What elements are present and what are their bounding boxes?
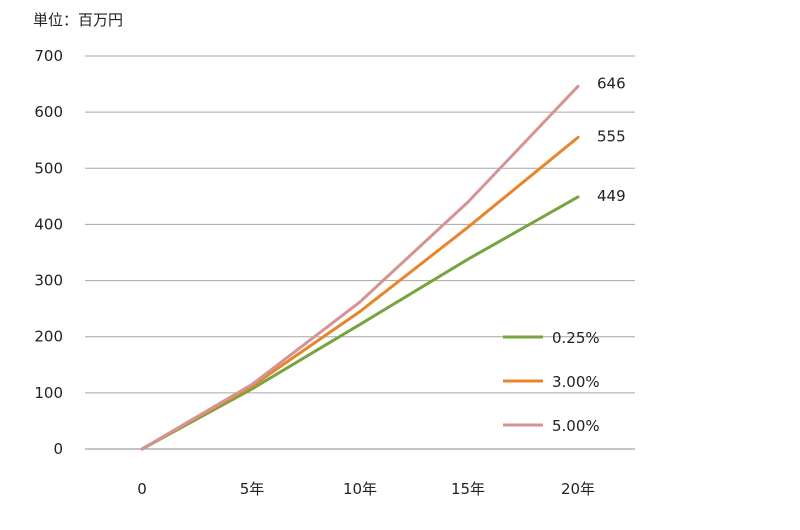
x-tick-label: 0 — [137, 480, 147, 498]
series-line-3.00% — [140, 135, 580, 451]
x-axis-ticks: 0 5年 10年 15年 20年 — [137, 480, 595, 498]
legend: 0.25% 3.00% 5.00% — [503, 329, 600, 435]
x-tick-label: 15年 — [451, 480, 485, 498]
unit-label: 単位：百万円 — [33, 11, 123, 29]
legend-label: 5.00% — [552, 417, 600, 435]
legend-label: 0.25% — [552, 329, 600, 347]
x-tick-label: 20年 — [561, 480, 595, 498]
y-tick-label: 400 — [34, 215, 63, 233]
end-value-label: 555 — [597, 127, 626, 145]
y-tick-label: 300 — [34, 272, 63, 290]
y-tick-label: 100 — [34, 384, 63, 402]
x-tick-label: 10年 — [343, 480, 377, 498]
y-tick-label: 0 — [53, 440, 63, 458]
legend-label: 3.00% — [552, 373, 600, 391]
x-tick-label: 5年 — [240, 480, 265, 498]
series-line-5.00% — [140, 84, 580, 451]
end-value-label: 646 — [597, 74, 626, 92]
y-tick-label: 600 — [34, 103, 63, 121]
y-tick-label: 500 — [34, 159, 63, 177]
series-line-0.25% — [140, 195, 580, 451]
y-tick-label: 200 — [34, 328, 63, 346]
y-tick-label: 700 — [34, 47, 63, 65]
end-value-label: 449 — [597, 187, 626, 205]
series-lines — [140, 84, 580, 451]
end-labels: 449 555 646 — [597, 74, 626, 205]
gridlines — [85, 55, 635, 450]
y-axis-ticks: 0 100 200 300 400 500 600 700 — [34, 47, 63, 458]
